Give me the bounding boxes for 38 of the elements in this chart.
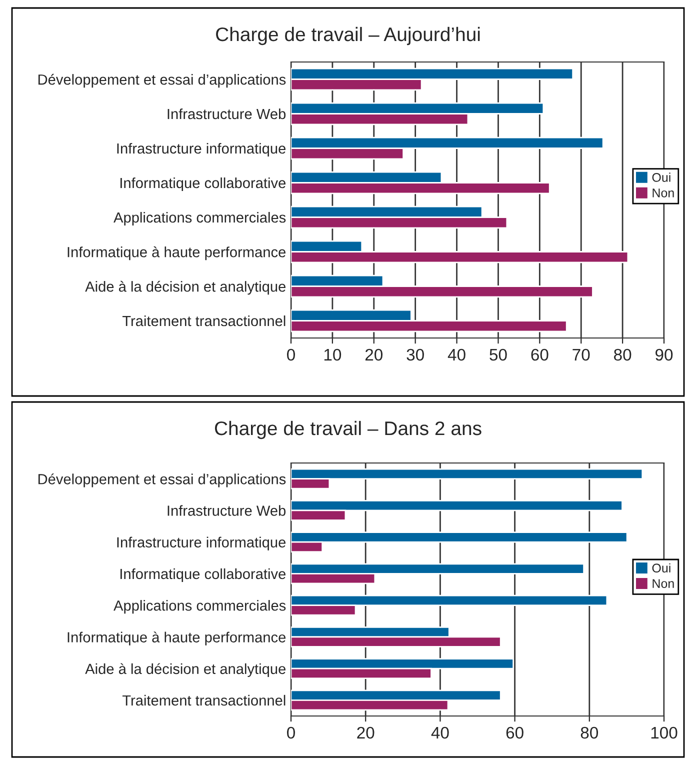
x-tick-label: 80 <box>614 348 632 361</box>
x-tick-label: 30 <box>406 348 424 361</box>
y-tick-label: Informatique à haute performance <box>68 632 286 646</box>
legend-label: Oui <box>652 563 670 573</box>
y-tick-label: Infrastructure Web <box>168 505 286 516</box>
y-tick-label: Développement et essai d’applications <box>38 473 286 488</box>
y-tick-label: Traitement transactionnel <box>122 315 286 326</box>
x-tick-label: 40 <box>431 726 449 739</box>
x-tick-label: 100 <box>651 726 678 739</box>
y-tick-label: Informatique collaborative <box>120 568 286 582</box>
x-tick-label: 0 <box>287 348 295 361</box>
x-tick-label: 50 <box>490 348 507 361</box>
legend-label: Oui <box>652 172 670 182</box>
y-tick-label: Aide à la décision et analytique <box>85 663 286 677</box>
x-tick-label: 90 <box>656 348 673 361</box>
x-tick-label: 70 <box>572 348 590 361</box>
y-tick-label: Infrastructure informatique <box>117 142 286 157</box>
y-tick-label: Traitement transactionnel <box>122 694 286 706</box>
chart-title: Charge de travail – Aujourd’hui <box>216 26 480 46</box>
y-tick-label: Infrastructure informatique <box>117 536 286 550</box>
x-tick-label: 20 <box>365 348 383 361</box>
x-tick-label: 0 <box>287 726 295 739</box>
y-tick-label: Informatique collaborative <box>120 177 286 192</box>
y-tick-label: Aide à la décision et analytique <box>85 280 286 295</box>
x-tick-label: 20 <box>357 726 374 739</box>
x-tick-label: 10 <box>324 348 342 361</box>
y-tick-label: Applications commerciales <box>114 212 286 226</box>
legend-label: Non <box>652 579 674 588</box>
legend-label: Non <box>652 188 674 198</box>
y-tick-label: Informatique à haute performance <box>68 246 286 260</box>
x-tick-label: 60 <box>531 348 548 361</box>
y-tick-label: Développement et essai d’applications <box>38 74 286 88</box>
y-tick-label: Applications commerciales <box>114 600 286 614</box>
x-tick-label: 60 <box>506 726 524 739</box>
y-tick-label: Infrastructure Web <box>168 108 286 120</box>
chart-title: Charge de travail – Dans 2 ans <box>214 420 482 440</box>
x-tick-label: 40 <box>448 348 466 361</box>
x-tick-label: 80 <box>580 726 598 739</box>
